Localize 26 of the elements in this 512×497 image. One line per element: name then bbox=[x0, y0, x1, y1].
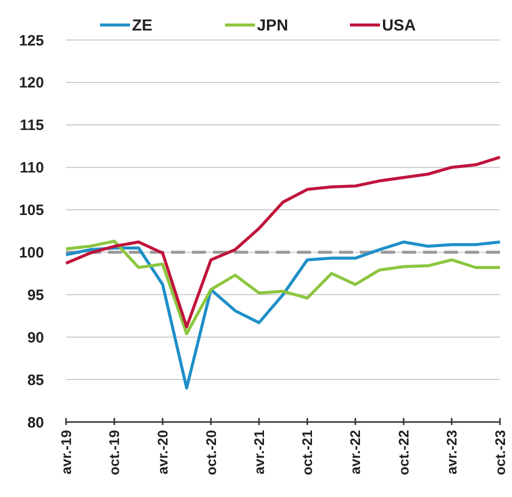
y-tick-label: 85 bbox=[27, 372, 44, 389]
x-tick-label: oct.-23 bbox=[492, 430, 508, 476]
y-tick-label: 115 bbox=[20, 117, 44, 134]
x-tick-label: avr.-22 bbox=[347, 430, 364, 474]
y-tick-label: 110 bbox=[20, 160, 44, 177]
y-tick-label: 120 bbox=[18, 74, 44, 92]
line-series bbox=[64, 240, 502, 390]
x-tick-label: oct.-22 bbox=[396, 430, 412, 476]
line-series bbox=[64, 240, 502, 336]
x-tick-label: oct.-20 bbox=[202, 430, 219, 476]
y-tick-label: 125 bbox=[18, 32, 44, 50]
line-series bbox=[64, 156, 502, 328]
x-tick-label: avr.-19 bbox=[58, 430, 74, 474]
y-tick-label: 80 bbox=[27, 414, 44, 432]
legend-label: JPN bbox=[257, 18, 288, 35]
x-tick-label: avr.-21 bbox=[250, 430, 267, 474]
y-tick-label: 90 bbox=[27, 329, 44, 346]
x-tick-label: oct.-21 bbox=[299, 430, 316, 476]
x-tick-label: oct.-19 bbox=[106, 430, 122, 476]
legend-label: USA bbox=[382, 18, 416, 35]
y-tick-label: 105 bbox=[18, 202, 44, 220]
x-tick-label: avr.-20 bbox=[154, 430, 171, 474]
legend-label: ZE bbox=[132, 18, 153, 35]
x-tick-label: avr.-23 bbox=[444, 430, 460, 474]
y-tick-label: 95 bbox=[27, 286, 44, 304]
y-tick-label: 100 bbox=[18, 244, 44, 262]
